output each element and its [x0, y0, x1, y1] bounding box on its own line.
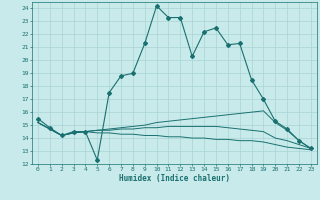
X-axis label: Humidex (Indice chaleur): Humidex (Indice chaleur) — [119, 174, 230, 183]
